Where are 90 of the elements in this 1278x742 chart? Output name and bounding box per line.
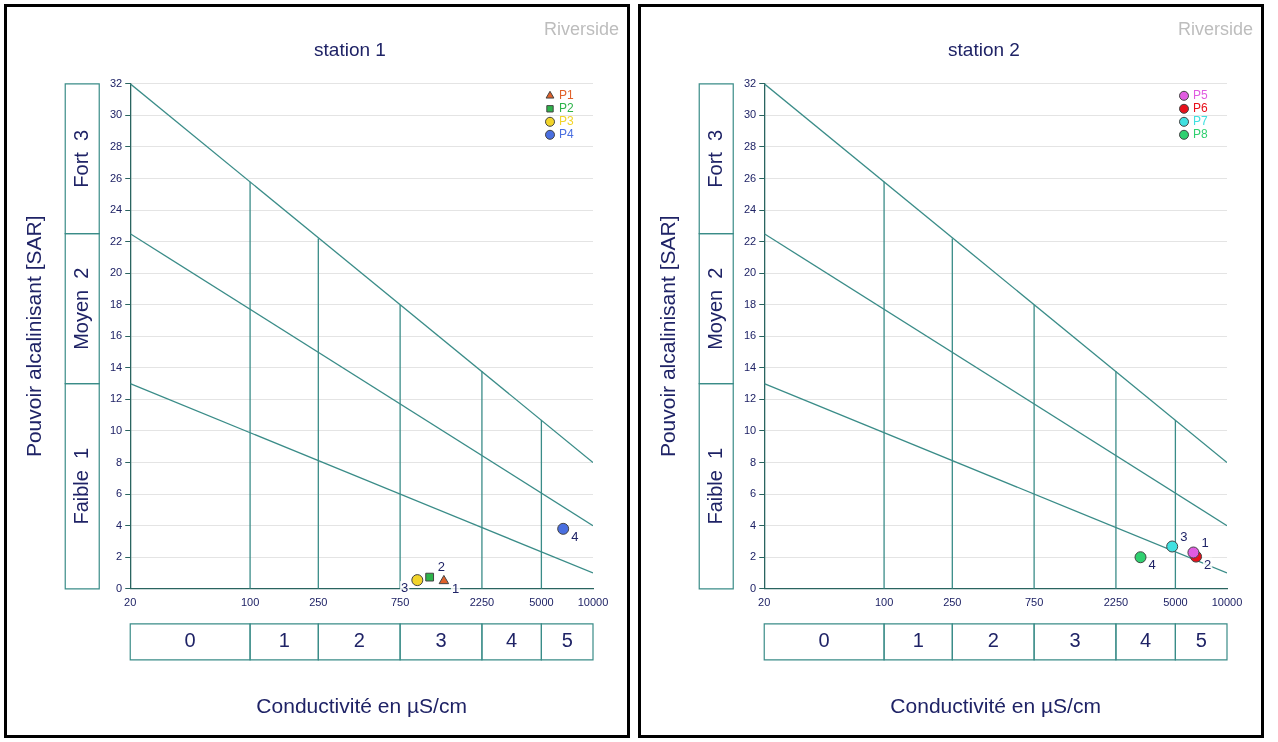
text: 5 (1195, 629, 1207, 652)
legend-label: P2 (559, 101, 574, 116)
annotation: 2 (1204, 556, 1212, 572)
text: 2 (353, 629, 365, 652)
y-tick-label: 14 (743, 360, 757, 373)
x-tick-label: 100 (874, 596, 894, 609)
x-tick-label: 20 (124, 596, 137, 609)
text: Faible 1 (69, 447, 92, 525)
text: 0 (184, 629, 196, 652)
annotation: 3 (1180, 528, 1188, 544)
text: 5 (561, 629, 573, 652)
text: 3 (1069, 629, 1081, 652)
y-tick-label: 14 (109, 360, 123, 373)
x-tick-label: 750 (1024, 596, 1044, 609)
y-tick-label: 0 (116, 581, 123, 594)
chart-title: station 1 (314, 38, 386, 60)
legend-label: P4 (559, 127, 574, 142)
annotation: 1 (1201, 534, 1209, 550)
text: 0 (818, 629, 830, 652)
y-tick-label: 16 (109, 329, 123, 342)
y-tick-label: 6 (750, 487, 757, 500)
y-axis-title: Pouvoir alcalinisant [SAR] (21, 215, 45, 458)
y-axis-title: Pouvoir alcalinisant [SAR] (655, 215, 679, 458)
y-tick-label: 24 (109, 203, 123, 216)
x-tick-label: 100 (240, 596, 260, 609)
annotation: 1 (451, 580, 460, 596)
legend-label: P6 (1193, 101, 1208, 116)
y-tick-label: 12 (109, 392, 123, 405)
x-tick-label: 250 (309, 596, 328, 609)
text: 1 (912, 629, 924, 652)
y-tick-label: 0 (750, 581, 757, 594)
y-tick-label: 20 (109, 266, 123, 279)
y-tick-label: 6 (116, 487, 123, 500)
annotation: 2 (437, 559, 445, 575)
y-tick-label: 22 (743, 234, 757, 247)
y-tick-label: 26 (109, 171, 123, 184)
y-tick-label: 2 (116, 550, 123, 563)
y-tick-label: 26 (743, 171, 757, 184)
x-tick-label: 750 (390, 596, 410, 609)
x-tick-label: 5000 (529, 596, 554, 609)
text: Moyen 2 (703, 267, 726, 350)
legend-label: P5 (1193, 88, 1208, 103)
legend-label: P8 (1193, 127, 1208, 142)
y-tick-label: 16 (743, 329, 757, 342)
text: 4 (506, 629, 518, 652)
y-tick-label: 18 (109, 297, 123, 310)
y-tick-label: 4 (750, 518, 757, 531)
x-tick-label: 5000 (1163, 596, 1188, 609)
y-tick-label: 30 (109, 108, 123, 121)
x-tick-label: 250 (943, 596, 962, 609)
y-tick-label: 22 (109, 234, 123, 247)
text: Riverside (1177, 18, 1253, 39)
x-tick-label: 10000 (577, 596, 609, 609)
y-tick-label: 4 (116, 518, 123, 531)
x-tick-label: 2250 (469, 596, 495, 609)
text: 1 (278, 629, 290, 652)
text: 2 (987, 629, 999, 652)
y-tick-label: 24 (743, 203, 757, 216)
legend-label: P1 (559, 88, 574, 103)
text: 4 (1140, 629, 1152, 652)
x-tick-label: 2250 (1103, 596, 1129, 609)
y-tick-label: 12 (743, 392, 757, 405)
text: 3 (435, 629, 447, 652)
y-tick-label: 18 (743, 297, 757, 310)
y-tick-label: 28 (109, 139, 123, 152)
x-axis-title: Conductivité en µS/cm (890, 693, 1101, 717)
y-tick-label: 10 (109, 424, 123, 437)
y-tick-label: 8 (116, 455, 123, 468)
y-tick-label: 10 (743, 424, 757, 437)
legend-label: P3 (559, 114, 574, 129)
text: Faible 1 (703, 447, 726, 525)
text: Fort 3 (703, 129, 726, 188)
annotation: 4 (571, 528, 579, 544)
y-tick-label: 28 (743, 139, 757, 152)
text: Moyen 2 (69, 267, 92, 350)
y-tick-label: 2 (750, 550, 757, 563)
x-axis-title: Conductivité en µS/cm (256, 693, 467, 717)
y-tick-label: 30 (743, 108, 757, 121)
text: Fort 3 (69, 129, 92, 188)
legend-label: P7 (1193, 114, 1208, 129)
annotation: 3 (401, 580, 409, 596)
y-tick-label: 32 (109, 76, 123, 89)
annotation: 4 (1148, 557, 1156, 573)
y-tick-label: 8 (750, 455, 757, 468)
x-tick-label: 10000 (1211, 596, 1243, 609)
y-tick-label: 32 (743, 76, 757, 89)
y-tick-label: 20 (743, 266, 757, 279)
x-tick-label: 20 (758, 596, 771, 609)
text: Riverside (543, 18, 619, 39)
chart-title: station 2 (948, 38, 1020, 60)
